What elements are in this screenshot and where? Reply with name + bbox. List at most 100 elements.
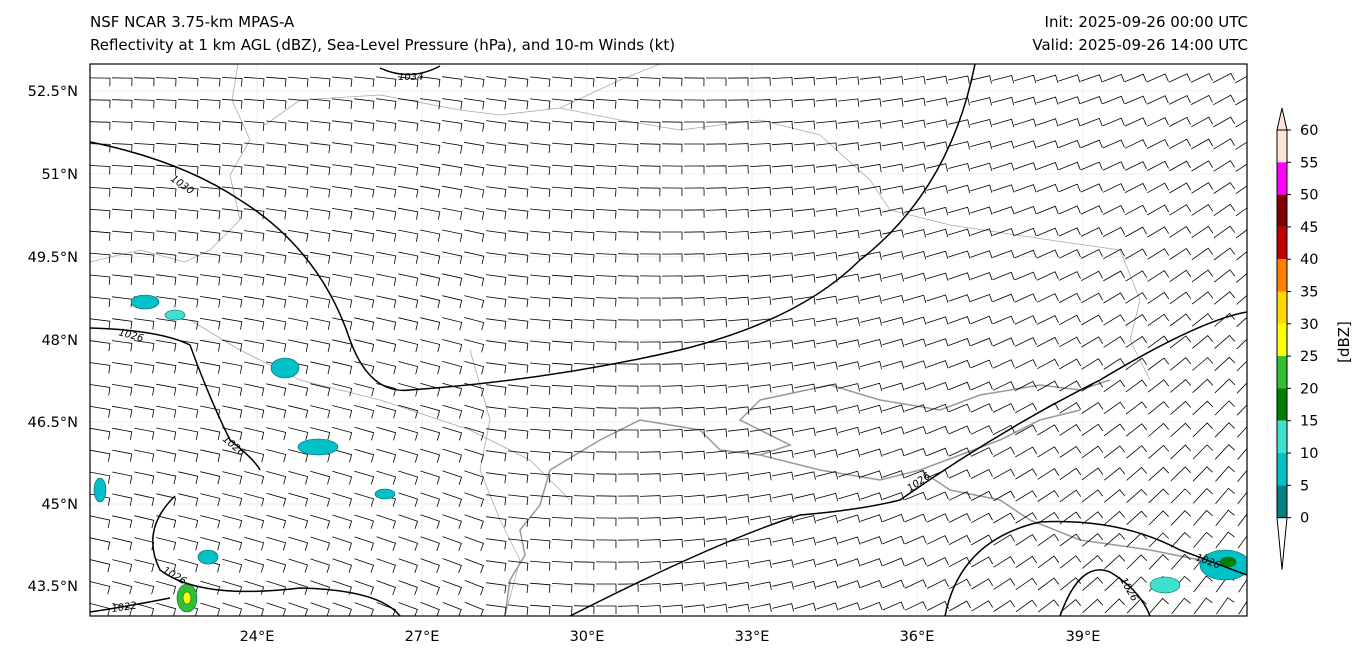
wind-barb xyxy=(1170,510,1191,526)
wind-barb xyxy=(376,295,397,308)
wind-barb xyxy=(529,560,551,571)
wind-barb xyxy=(1212,72,1235,83)
wind-barb xyxy=(266,142,287,154)
wind-barb xyxy=(860,295,882,304)
wind-barb xyxy=(639,99,661,109)
wind-barb xyxy=(705,121,727,130)
wind-barb xyxy=(860,404,883,414)
wind-barb xyxy=(288,492,309,507)
wind-barb xyxy=(398,229,419,242)
wind-barb xyxy=(573,274,595,285)
wind-barb xyxy=(530,142,551,154)
wind-barb xyxy=(595,143,617,153)
wind-barb xyxy=(551,274,573,285)
wind-barb xyxy=(1215,509,1235,526)
wind-barb xyxy=(640,297,661,306)
wind-barb xyxy=(727,121,749,130)
wind-barb xyxy=(222,471,243,485)
wind-barb xyxy=(1169,291,1192,305)
wind-barb xyxy=(639,451,661,460)
wind-barb xyxy=(1168,95,1191,105)
wind-barb xyxy=(1170,488,1191,504)
wind-barb xyxy=(1103,336,1126,348)
wind-barb xyxy=(639,165,661,175)
wind-barb xyxy=(1081,467,1104,481)
wind-barb xyxy=(1235,207,1247,217)
wind-barb xyxy=(772,230,794,239)
wind-barb xyxy=(595,429,617,439)
wind-barb xyxy=(882,163,904,173)
wind-barb xyxy=(90,99,111,109)
wind-barb xyxy=(420,404,441,419)
colorbar-segment xyxy=(1277,162,1287,195)
wind-barb xyxy=(530,120,551,132)
wind-barb xyxy=(508,538,529,550)
wind-barb xyxy=(992,162,1015,171)
wind-barb xyxy=(266,492,287,507)
wind-barb xyxy=(838,405,861,414)
wind-barb xyxy=(1214,378,1236,394)
wind-barb xyxy=(112,559,133,573)
wind-barb xyxy=(794,493,816,502)
wind-barb xyxy=(265,120,287,132)
wind-barb xyxy=(177,164,199,175)
wind-barb xyxy=(134,405,155,418)
wind-barb xyxy=(464,492,485,507)
wind-barb xyxy=(90,427,111,440)
wind-barb xyxy=(1058,118,1081,127)
wind-barb xyxy=(1213,291,1236,305)
wind-barb xyxy=(904,404,927,413)
wind-barb xyxy=(178,383,199,396)
wind-barb xyxy=(288,339,309,352)
wind-barb xyxy=(244,580,265,595)
wind-barb xyxy=(1103,401,1126,415)
wind-barb xyxy=(948,206,971,216)
wind-barb xyxy=(816,405,838,414)
wind-barb xyxy=(749,208,771,218)
wind-barb xyxy=(1170,400,1192,415)
wind-barb xyxy=(442,317,463,331)
wind-barb xyxy=(838,536,861,545)
wind-barb xyxy=(1148,488,1170,504)
wind-barb xyxy=(1104,489,1126,503)
wind-barb xyxy=(1236,338,1247,350)
wind-barb xyxy=(1060,599,1082,613)
wind-barb xyxy=(266,252,287,264)
wind-barb xyxy=(244,317,265,330)
wind-barb xyxy=(266,339,287,352)
wind-barb xyxy=(1124,139,1147,149)
wind-barb xyxy=(882,316,905,326)
wind-barb xyxy=(595,209,617,219)
wind-barb xyxy=(551,472,573,483)
wind-barb xyxy=(1081,423,1104,437)
wind-barb xyxy=(112,515,133,529)
wind-barb xyxy=(1171,532,1191,548)
wind-barb xyxy=(750,581,772,590)
wind-barb xyxy=(1059,577,1082,591)
wind-barb xyxy=(530,208,551,220)
wind-barb xyxy=(156,493,177,507)
wind-barb xyxy=(683,450,705,460)
wind-barb xyxy=(1213,94,1235,106)
wind-barb xyxy=(376,558,396,573)
wind-barb xyxy=(90,187,111,197)
wind-barb xyxy=(1059,467,1082,481)
wind-barb xyxy=(970,228,993,237)
wind-barb xyxy=(1124,117,1147,127)
wind-barb xyxy=(200,427,221,440)
wind-barb xyxy=(200,339,221,352)
wind-barb xyxy=(1037,533,1060,547)
wind-barb xyxy=(508,186,529,198)
wind-barb xyxy=(683,538,706,548)
wind-barb xyxy=(1192,422,1213,438)
wind-barb xyxy=(926,141,948,150)
wind-barb xyxy=(442,514,463,529)
wind-barb xyxy=(992,381,1015,391)
wind-barb xyxy=(1213,269,1236,283)
wind-barb xyxy=(1235,251,1247,261)
wind-barb xyxy=(617,297,639,307)
wind-barb xyxy=(529,362,551,373)
wind-barb xyxy=(222,449,243,463)
wind-barb xyxy=(442,426,463,441)
wind-barb xyxy=(573,451,595,461)
